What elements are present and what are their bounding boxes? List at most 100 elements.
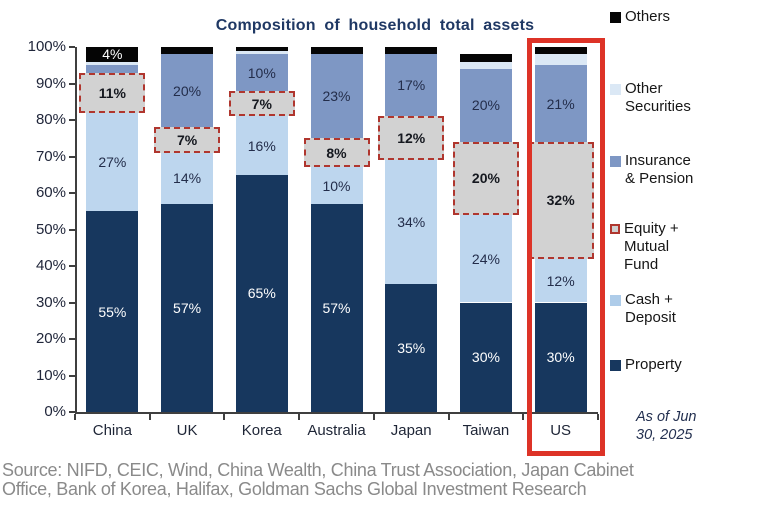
x-axis-line bbox=[75, 412, 598, 414]
bar-segment-australia: 23% bbox=[310, 54, 363, 139]
legend-label-other-securities: Other Securities bbox=[625, 80, 691, 116]
legend-label-insurance-pension: Insurance & Pension bbox=[625, 152, 693, 188]
bar-segment-uk: 20% bbox=[161, 54, 214, 128]
y-axis-label: 90% bbox=[35, 74, 66, 92]
x-tick-mark bbox=[372, 414, 375, 420]
y-axis-label: 30% bbox=[35, 293, 66, 311]
as-of-note: As of Jun 30, 2025 bbox=[636, 408, 696, 444]
bar-segment-japan bbox=[385, 47, 438, 55]
x-tick-mark bbox=[447, 414, 450, 420]
bar-segment-japan: 35% bbox=[385, 284, 438, 412]
source-line-1: Source: NIFD, CEIC, Wind, China Wealth, … bbox=[2, 460, 634, 480]
y-tick-mark bbox=[69, 338, 75, 340]
bar-segment-china bbox=[86, 65, 139, 73]
bar-segment-china bbox=[86, 61, 139, 66]
x-axis-label: Australia bbox=[307, 422, 366, 439]
bar-segment-china: 27% bbox=[86, 112, 139, 212]
legend-insurance-pension-swatch-icon bbox=[610, 156, 621, 167]
y-tick-mark bbox=[69, 82, 75, 85]
bar-segment-korea bbox=[235, 50, 288, 55]
legend-label-others: Others bbox=[625, 8, 670, 26]
y-axis-label: 50% bbox=[35, 220, 66, 238]
x-tick-mark bbox=[223, 414, 226, 420]
bar-segment-korea: 10% bbox=[235, 54, 288, 91]
equity-dashed-box-australia: 8% bbox=[303, 138, 370, 168]
bar-segment-japan: 17% bbox=[385, 54, 438, 117]
legend-item-property: Property bbox=[610, 356, 682, 374]
x-axis-label: Taiwan bbox=[462, 422, 510, 439]
bar-segment-korea: 16% bbox=[235, 116, 288, 175]
us-highlight-box bbox=[526, 38, 605, 456]
x-tick-mark bbox=[597, 414, 599, 420]
bar-segment-taiwan: 20% bbox=[459, 68, 512, 142]
bar-segment-australia: 57% bbox=[310, 203, 363, 412]
legend-item-others: Others bbox=[610, 8, 670, 26]
equity-dashed-box-uk: 7% bbox=[154, 127, 221, 153]
legend-label-line: Cash + bbox=[625, 291, 673, 308]
as-of-line-2: 30, 2025 bbox=[636, 427, 693, 443]
bar-segment-korea: 65% bbox=[235, 174, 288, 412]
y-tick-mark bbox=[69, 301, 75, 304]
bar-segment-taiwan: 24% bbox=[459, 214, 512, 303]
x-axis-label: China bbox=[92, 422, 132, 439]
bar-segment-us bbox=[534, 47, 587, 55]
legend-label-line: Fund bbox=[624, 256, 659, 273]
equity-dashed-box-taiwan: 20% bbox=[452, 141, 519, 215]
x-tick-mark bbox=[298, 414, 301, 420]
bar-segment-uk bbox=[161, 47, 214, 55]
y-tick-mark bbox=[69, 155, 75, 158]
y-axis-line bbox=[75, 47, 77, 412]
source-note: Source: NIFD, CEIC, Wind, China Wealth, … bbox=[2, 461, 756, 499]
legend-label-equity-mutual-fund: Equity + Mutual Fund bbox=[624, 220, 679, 274]
bar-segment-taiwan bbox=[459, 61, 512, 69]
legend-label-line: Others bbox=[625, 8, 671, 25]
bar-segment-australia: 10% bbox=[310, 167, 363, 204]
legend-label-line: Deposit bbox=[625, 309, 676, 326]
y-tick-mark bbox=[69, 46, 75, 48]
y-axis-label: 100% bbox=[27, 38, 66, 55]
chart-title: Composition of household total assets bbox=[215, 17, 535, 34]
x-tick-mark bbox=[74, 414, 76, 420]
y-axis-label: 60% bbox=[35, 184, 66, 201]
legend-label-cash-deposit: Cash + Deposit bbox=[625, 291, 676, 327]
y-tick-mark bbox=[69, 411, 75, 413]
x-axis-label: UK bbox=[176, 422, 198, 439]
bar-segment-us: 21% bbox=[534, 65, 587, 142]
y-tick-mark bbox=[69, 119, 75, 121]
y-tick-mark bbox=[69, 265, 75, 267]
source-line-2: Office, Bank of Korea, Halifax, Goldman … bbox=[2, 479, 587, 499]
equity-dashed-box-japan: 12% bbox=[378, 116, 445, 161]
y-axis-label: 0% bbox=[44, 403, 66, 420]
legend-item-equity-mutual-fund: Equity + Mutual Fund bbox=[610, 220, 679, 274]
legend-label-line: Insurance bbox=[625, 152, 691, 169]
bar-segment-japan: 34% bbox=[385, 160, 438, 285]
legend-label-line: Other bbox=[625, 80, 663, 97]
y-axis-label: 20% bbox=[35, 330, 66, 347]
equity-dashed-box-korea: 7% bbox=[228, 90, 295, 117]
legend-label-line: Property bbox=[625, 356, 682, 373]
equity-dashed-box-china: 11% bbox=[79, 72, 146, 113]
bar-segment-uk: 14% bbox=[161, 152, 214, 204]
bar-segment-korea bbox=[235, 47, 288, 51]
legend-item-cash-deposit: Cash + Deposit bbox=[610, 291, 676, 327]
legend-label-line: Securities bbox=[625, 98, 691, 115]
bar-segment-china: 55% bbox=[86, 211, 139, 412]
legend-item-insurance-pension: Insurance & Pension bbox=[610, 152, 693, 188]
x-tick-mark bbox=[148, 414, 151, 420]
y-axis-label: 80% bbox=[35, 111, 66, 128]
y-axis-label: 40% bbox=[35, 257, 66, 274]
legend-label-property: Property bbox=[625, 356, 682, 374]
legend-property-swatch-icon bbox=[610, 360, 621, 371]
x-tick-mark bbox=[522, 414, 525, 420]
legend-item-other-securities: Other Securities bbox=[610, 80, 691, 116]
x-axis-label: Japan bbox=[390, 422, 432, 439]
legend-other-securities-swatch-icon bbox=[610, 84, 621, 95]
bar-segment-us bbox=[534, 54, 587, 66]
legend-label-line: & Pension bbox=[625, 170, 694, 187]
legend-equity-mutual-fund-swatch-icon bbox=[610, 224, 620, 234]
legend-label-line: Mutual bbox=[624, 238, 670, 255]
y-axis-label: 70% bbox=[35, 147, 66, 165]
bar-segment-taiwan: 30% bbox=[459, 302, 512, 412]
legend-cash-deposit-swatch-icon bbox=[610, 295, 621, 306]
